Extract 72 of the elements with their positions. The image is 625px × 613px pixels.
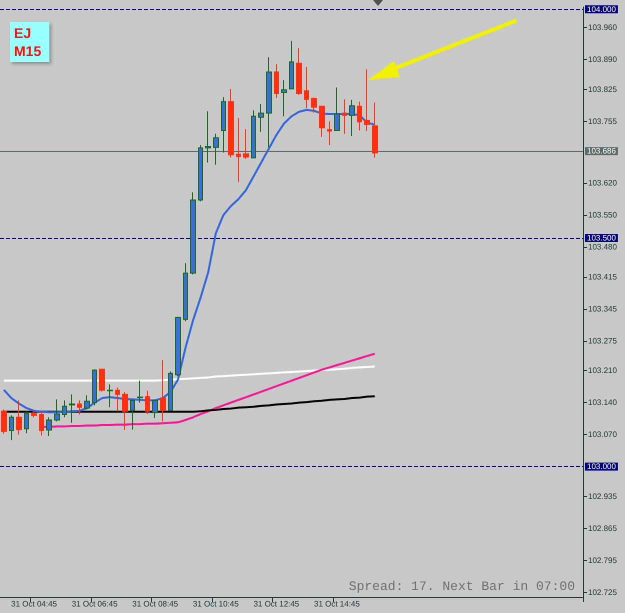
annotation: Spread: 17. Next Bar in 07:00 — [348, 579, 576, 594]
y-tick-label: 103.415 — [588, 272, 618, 282]
candlestick — [16, 400, 22, 436]
candlestick — [213, 133, 219, 166]
y-tick-label: 103.960 — [588, 23, 618, 32]
candlestick — [107, 384, 113, 408]
candlestick — [342, 98, 347, 134]
x-tick-label: 31 Oct 12:45 — [253, 600, 300, 608]
ref-line-label: 104.000 — [587, 4, 616, 14]
candlestick — [145, 390, 150, 415]
candlestick — [99, 368, 105, 392]
candlestick — [31, 410, 37, 418]
ref-line-label: 103.000 — [587, 462, 616, 472]
candlestick — [251, 110, 256, 158]
y-tick-label: 103.890 — [588, 55, 618, 64]
x-tick-label: 31 Oct 08:45 — [132, 600, 179, 608]
candlestick — [122, 392, 128, 431]
candlestick — [46, 416, 52, 437]
candlestick — [1, 408, 7, 434]
y-tick-label: 103.480 — [588, 242, 618, 252]
candlestick — [205, 110, 211, 164]
x-tick-label: 31 Oct 04:45 — [11, 600, 58, 608]
text: EJ — [14, 25, 32, 41]
candlestick — [372, 102, 378, 158]
y-tick-label: 102.725 — [588, 588, 618, 597]
y-tick-label: 103.620 — [588, 178, 618, 188]
candlestick — [304, 66, 309, 109]
candlestick — [327, 120, 332, 146]
candlestick — [175, 316, 181, 377]
candlestick — [84, 394, 90, 410]
candlestick — [221, 96, 226, 153]
candlestick — [198, 144, 203, 202]
text: M15 — [14, 43, 42, 59]
y-tick-label: 102.865 — [588, 524, 618, 533]
candlestick — [357, 101, 362, 131]
candlestick — [24, 410, 29, 434]
candlestick — [137, 380, 143, 404]
candlestick — [9, 414, 14, 441]
candlestick — [228, 88, 234, 158]
candlestick — [274, 64, 279, 99]
y-tick-label: 103.345 — [588, 304, 618, 314]
y-tick-label: 103.275 — [588, 336, 618, 346]
candlestick — [77, 400, 82, 416]
x-tick-label: 31 Oct 06:45 — [72, 600, 118, 608]
candlestick — [190, 192, 196, 276]
candlestick — [243, 128, 249, 160]
y-tick-label: 103.070 — [588, 430, 618, 440]
x-tick-label: 31 Oct 14:45 — [314, 600, 360, 608]
candlestick — [39, 410, 44, 436]
y-tick-label: 103.210 — [588, 366, 618, 376]
candlestick — [364, 68, 370, 132]
y-tick-label: 103.755 — [588, 116, 618, 126]
candlestick — [183, 262, 188, 322]
line-series — [2, 365, 376, 382]
candlestick — [281, 80, 287, 117]
ref-line-label: 103.686 — [587, 146, 616, 156]
candlestick — [258, 103, 264, 132]
ref-line-label: 103.500 — [587, 233, 616, 242]
y-tick-label: 103.825 — [588, 84, 618, 94]
y-tick-label: 103.140 — [588, 398, 618, 408]
candlestick — [311, 97, 317, 114]
candlestick — [289, 40, 294, 90]
candlestick — [92, 368, 97, 406]
candlestick — [319, 106, 325, 138]
candlestick — [236, 118, 241, 183]
y-tick-label: 103.550 — [588, 210, 618, 220]
y-tick-label: 102.795 — [588, 556, 618, 565]
y-tick-label: 102.935 — [588, 492, 618, 501]
candlestick — [296, 48, 302, 96]
x-tick-label: 31 Oct 10:45 — [192, 600, 240, 608]
candlestick — [160, 360, 166, 422]
candlestick — [115, 387, 120, 412]
